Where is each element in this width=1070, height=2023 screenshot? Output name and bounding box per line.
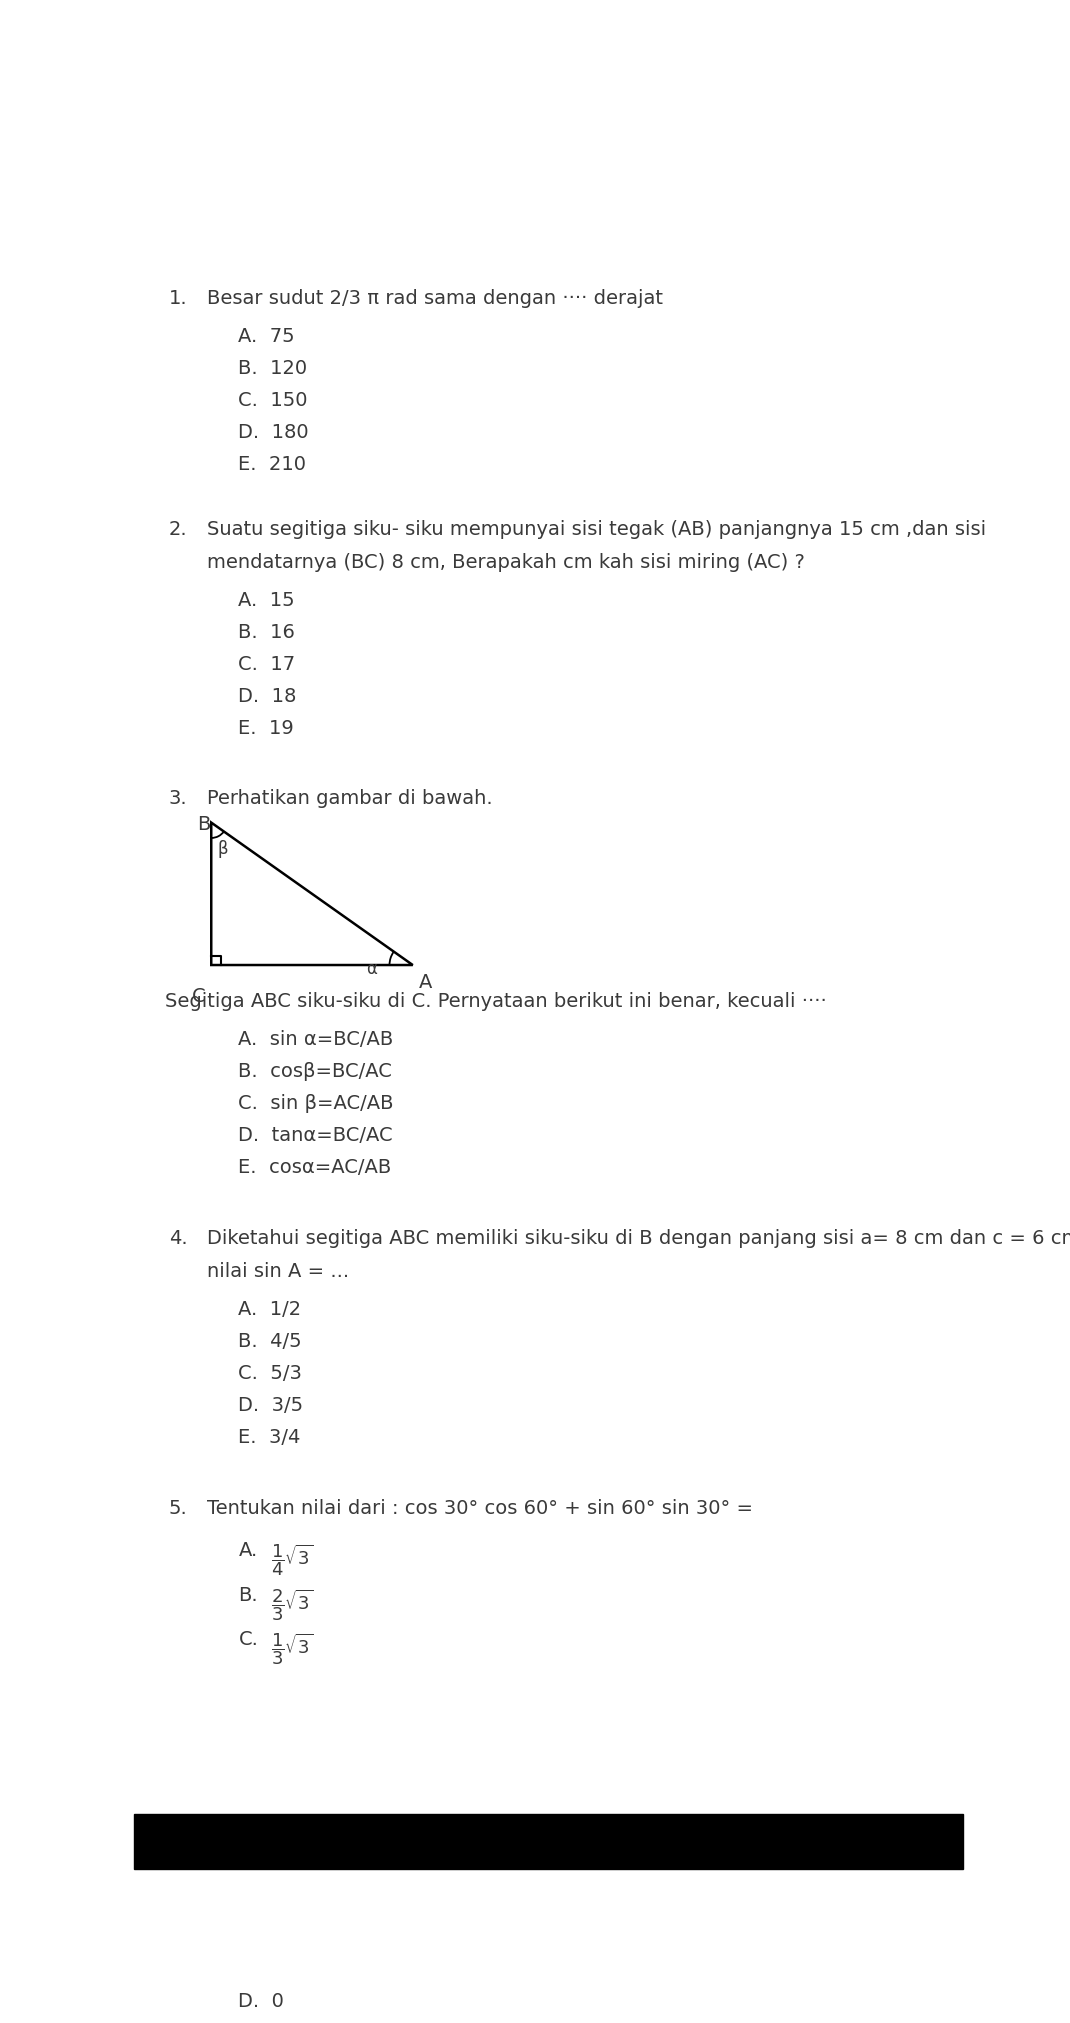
Text: A.  sin α=BC/AB: A. sin α=BC/AB bbox=[239, 1030, 394, 1050]
Bar bbox=[134, 1813, 963, 1869]
Text: Perhatikan gambar di bawah.: Perhatikan gambar di bawah. bbox=[208, 789, 493, 809]
Text: Segitiga ABC siku-siku di C. Pernyataan berikut ini benar, kecuali ····: Segitiga ABC siku-siku di C. Pernyataan … bbox=[165, 991, 826, 1012]
Text: C.  sin β=AC/AB: C. sin β=AC/AB bbox=[239, 1094, 394, 1113]
Text: 4.: 4. bbox=[169, 1228, 187, 1248]
Text: D.  0: D. 0 bbox=[239, 1993, 285, 2011]
Text: 5.: 5. bbox=[169, 1499, 187, 1517]
Text: Diketahui segitiga ABC memiliki siku-siku di B dengan panjang sisi a= 8 cm dan c: Diketahui segitiga ABC memiliki siku-sik… bbox=[208, 1228, 1070, 1248]
Text: D.  180: D. 180 bbox=[239, 423, 309, 443]
Text: C: C bbox=[192, 987, 205, 1005]
Text: C.  5/3: C. 5/3 bbox=[239, 1364, 302, 1384]
Text: $\dfrac{1}{3}\sqrt{3}$: $\dfrac{1}{3}\sqrt{3}$ bbox=[271, 1633, 314, 1667]
Text: Suatu segitiga siku- siku mempunyai sisi tegak (AB) panjangnya 15 cm ,dan sisi: Suatu segitiga siku- siku mempunyai sisi… bbox=[208, 520, 987, 538]
Text: α: α bbox=[366, 961, 377, 979]
Text: D.  3/5: D. 3/5 bbox=[239, 1396, 304, 1416]
Text: B.  16: B. 16 bbox=[239, 623, 295, 641]
Text: D.  18: D. 18 bbox=[239, 688, 296, 706]
Text: B.  cosβ=BC/AC: B. cosβ=BC/AC bbox=[239, 1062, 393, 1082]
Text: A.  75: A. 75 bbox=[239, 328, 295, 346]
Text: A.  1/2: A. 1/2 bbox=[239, 1301, 302, 1319]
Text: B.: B. bbox=[239, 1586, 258, 1604]
Text: $\dfrac{1}{4}\sqrt{3}$: $\dfrac{1}{4}\sqrt{3}$ bbox=[271, 1542, 314, 1578]
Text: B.  120: B. 120 bbox=[239, 360, 307, 378]
Text: A: A bbox=[419, 973, 432, 991]
Text: A.: A. bbox=[239, 1542, 258, 1560]
Text: β: β bbox=[217, 840, 228, 858]
Text: E.  cosα=AC/AB: E. cosα=AC/AB bbox=[239, 1159, 392, 1177]
Text: D.  tanα=BC/AC: D. tanα=BC/AC bbox=[239, 1127, 393, 1145]
Text: C.  17: C. 17 bbox=[239, 655, 295, 674]
Text: nilai sin A = ...: nilai sin A = ... bbox=[208, 1262, 350, 1281]
Text: E.  3/4: E. 3/4 bbox=[239, 1428, 301, 1446]
Text: $\dfrac{2}{3}\sqrt{3}$: $\dfrac{2}{3}\sqrt{3}$ bbox=[271, 1588, 314, 1622]
Text: E.  210: E. 210 bbox=[239, 455, 306, 473]
Text: 2.: 2. bbox=[169, 520, 187, 538]
Text: C.  150: C. 150 bbox=[239, 390, 308, 411]
Text: A.  15: A. 15 bbox=[239, 591, 295, 611]
Text: B.  4/5: B. 4/5 bbox=[239, 1333, 302, 1351]
Text: Besar sudut 2/3 π rad sama dengan ···· derajat: Besar sudut 2/3 π rad sama dengan ···· d… bbox=[208, 289, 663, 307]
Text: B: B bbox=[197, 815, 211, 833]
Text: E.  19: E. 19 bbox=[239, 718, 294, 738]
Text: 3.: 3. bbox=[169, 789, 187, 809]
Text: Tentukan nilai dari : cos 30° cos 60° + sin 60° sin 30° =: Tentukan nilai dari : cos 30° cos 60° + … bbox=[208, 1499, 753, 1517]
Text: mendatarnya (BC) 8 cm, Berapakah cm kah sisi miring (AC) ?: mendatarnya (BC) 8 cm, Berapakah cm kah … bbox=[208, 552, 806, 573]
Text: C.: C. bbox=[239, 1631, 258, 1649]
Text: 1.: 1. bbox=[169, 289, 187, 307]
